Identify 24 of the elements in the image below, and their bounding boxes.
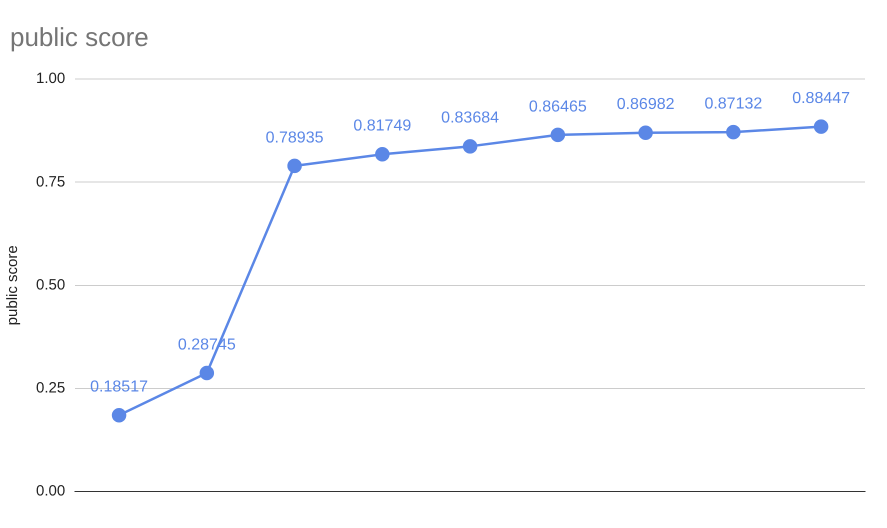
data-label: 0.81749 xyxy=(353,118,412,135)
data-label: 0.78935 xyxy=(266,129,324,146)
data-label: 0.87132 xyxy=(704,96,762,112)
point xyxy=(814,119,828,134)
y-tick-label: 0.50 xyxy=(36,276,66,294)
point xyxy=(200,366,214,380)
y-tick-label: 0.00 xyxy=(36,482,66,500)
point xyxy=(375,147,390,162)
chart-title: public score xyxy=(10,22,149,53)
point xyxy=(726,124,741,140)
point xyxy=(550,128,566,142)
data-label: 0.86465 xyxy=(528,98,587,116)
data-label: 0.18517 xyxy=(90,378,148,396)
y-tick-label: 1.00 xyxy=(36,70,66,88)
data-label: 0.83684 xyxy=(441,110,500,127)
point xyxy=(112,408,126,422)
point xyxy=(638,125,653,140)
data-label: 0.86982 xyxy=(616,96,675,114)
point xyxy=(287,158,302,174)
y-tick-label: 0.75 xyxy=(36,173,66,190)
y-axis-title: public score xyxy=(4,245,22,326)
data-label: 0.88447 xyxy=(792,90,850,108)
y-tick-label: 0.25 xyxy=(36,380,66,397)
point xyxy=(462,139,478,154)
